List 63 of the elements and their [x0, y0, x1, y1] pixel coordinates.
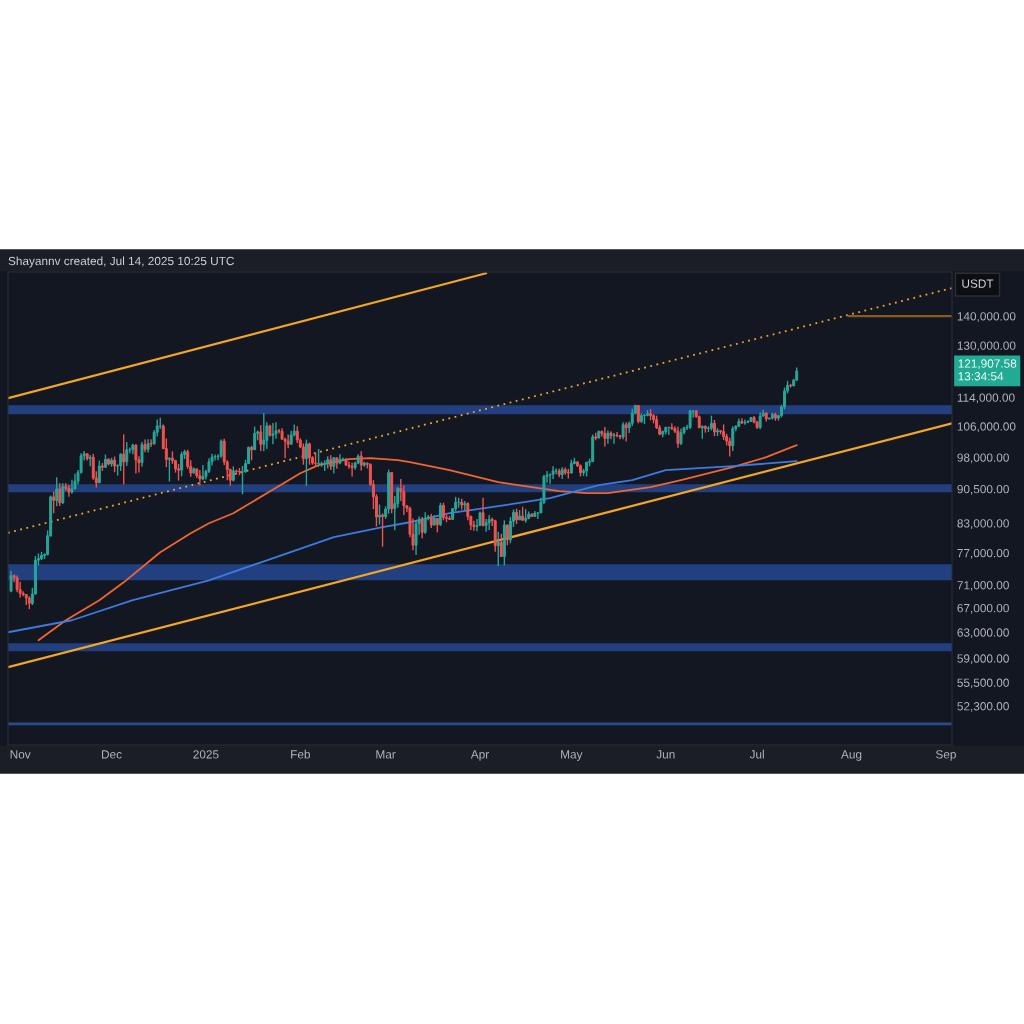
- x-tick-label: Sep: [935, 750, 956, 761]
- candlestick: [149, 438, 153, 448]
- x-tick-label: Apr: [470, 750, 489, 761]
- candlestick: [301, 442, 305, 466]
- candlestick: [378, 503, 381, 526]
- candlestick: [438, 502, 442, 527]
- candlestick: [167, 456, 171, 483]
- x-tick-label: Jun: [656, 750, 675, 759]
- candlestick: [688, 409, 692, 430]
- candlestick: [177, 463, 181, 482]
- candlestick: [140, 441, 144, 468]
- y-tick-label: 130,000.00: [957, 341, 1016, 352]
- candlestick: [304, 438, 308, 487]
- candlestick: [551, 465, 555, 480]
- candlestick: [420, 516, 424, 539]
- x-tick-label: Mar: [376, 750, 396, 759]
- candlestick: [441, 502, 445, 521]
- x-tick-label: Aug: [841, 750, 862, 761]
- x-tick-label: Feb: [291, 749, 311, 759]
- y-tick-label: 98,000.00: [957, 453, 1009, 464]
- candlestick: [70, 479, 74, 495]
- candlestick: [125, 441, 129, 467]
- y-tick-label: 67,000.00: [957, 603, 1009, 614]
- candlestick: [505, 523, 509, 546]
- candlestick: [122, 433, 126, 486]
- x-tick-label: Jul: [749, 749, 764, 759]
- candlestick: [414, 519, 418, 556]
- x-tick-label: May: [561, 750, 583, 761]
- candlestick: [713, 419, 716, 437]
- text: 121,907.58 13:34:54: [958, 359, 1017, 381]
- candlestick: [262, 412, 266, 453]
- y-tick-label: 140,000.00: [957, 312, 1016, 322]
- y-tick-label: 71,000.00: [957, 581, 1009, 591]
- y-tick-label: 106,000.00: [957, 422, 1016, 433]
- chart-title: Shayannv created, Jul 14, 2025 10:25 UTC: [8, 256, 234, 268]
- x-tick-label: 2025: [193, 750, 219, 759]
- candlestick: [61, 482, 65, 505]
- y-tick-label: 63,000.00: [957, 628, 1009, 639]
- candlestick: [554, 467, 558, 475]
- candlestick: [484, 518, 488, 533]
- candlestick: [579, 463, 582, 478]
- candlestick: [213, 453, 217, 462]
- y-tick-label: 114,000.00: [957, 393, 1015, 404]
- candlestick: [381, 512, 385, 548]
- candlestick: [307, 441, 311, 466]
- candlestick: [52, 490, 56, 514]
- candlestick: [107, 457, 110, 467]
- x-tick-label: Dec: [102, 750, 122, 759]
- y-tick-label: 59,000.00: [957, 654, 1009, 665]
- text: USDT: [962, 279, 994, 288]
- candlestick: [670, 422, 674, 431]
- x-tick-label: Nov: [10, 750, 31, 759]
- y-tick-label: 77,000.00: [957, 548, 1009, 559]
- y-tick-label: 83,000.00: [957, 519, 1009, 529]
- candlestick: [40, 551, 43, 561]
- candlestick: [716, 427, 719, 437]
- y-tick-label: 52,300.00: [957, 702, 1009, 712]
- candlestick: [487, 514, 491, 531]
- y-tick-label: 90,500.00: [957, 484, 1009, 495]
- candlestick: [728, 436, 732, 458]
- y-tick-label: 55,500.00: [957, 678, 1009, 689]
- candlestick: [472, 520, 476, 532]
- candlestick: [110, 457, 114, 468]
